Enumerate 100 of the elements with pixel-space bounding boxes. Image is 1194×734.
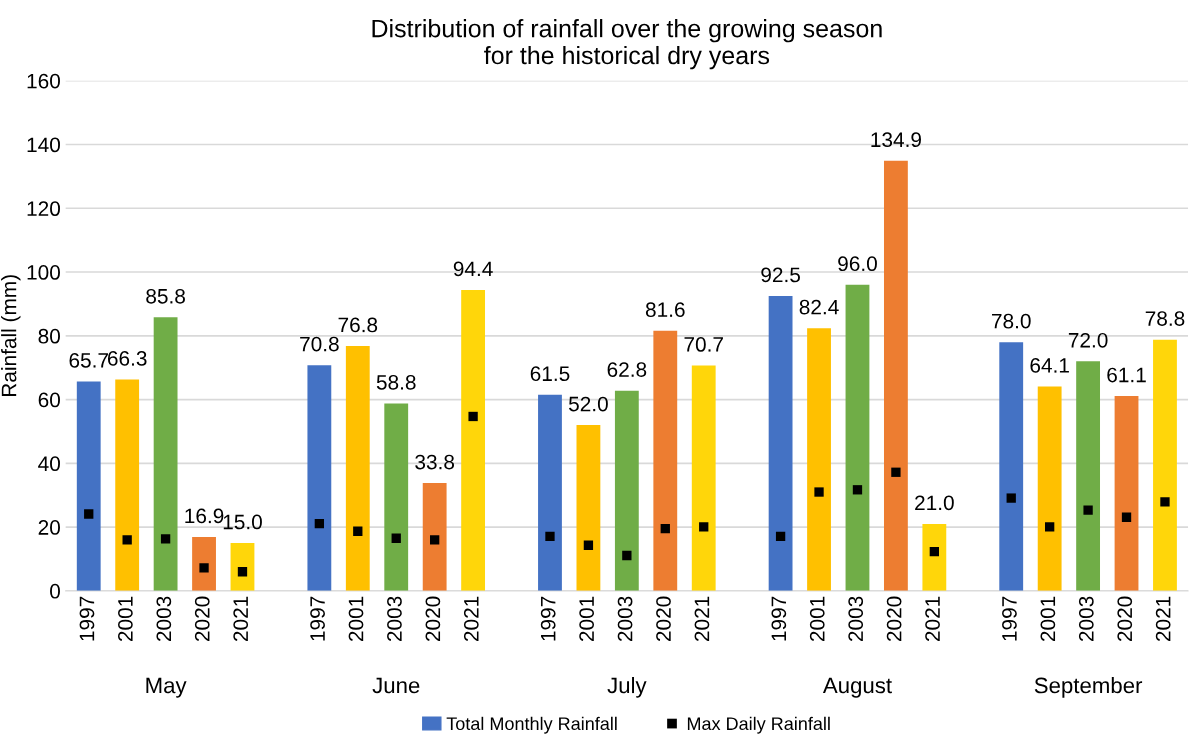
point <box>660 524 670 534</box>
y-tick-label: 40 <box>38 456 60 472</box>
x-tick-label: 2021 <box>925 596 940 642</box>
point <box>199 563 209 573</box>
bar <box>999 342 1024 591</box>
legend-label: Max Daily Rainfall <box>687 716 830 734</box>
point <box>1006 493 1016 503</box>
bar <box>653 330 678 591</box>
x-tick-label: 2021 <box>694 596 710 642</box>
point <box>545 531 555 542</box>
y-tick-label: 0 <box>50 583 60 599</box>
bar <box>115 379 140 591</box>
point <box>237 567 248 577</box>
text: May <box>146 677 187 698</box>
bar <box>1076 361 1101 591</box>
data-label: 78.8 <box>1145 311 1185 326</box>
x-tick-label: 2020 <box>194 596 210 642</box>
point <box>314 518 325 529</box>
x-tick-label: 2020 <box>425 596 441 642</box>
point <box>583 540 594 550</box>
data-label: 61.1 <box>1107 367 1146 383</box>
x-tick-label: 2003 <box>387 596 402 642</box>
point <box>814 487 824 497</box>
bar <box>384 403 409 591</box>
data-label: 15.0 <box>223 514 262 530</box>
data-label: 52.0 <box>568 396 608 412</box>
data-label: 65.7 <box>69 352 108 368</box>
point <box>353 526 363 536</box>
x-tick-label: 2003 <box>848 596 864 642</box>
point <box>852 485 863 495</box>
point <box>84 509 94 519</box>
data-label: 62.8 <box>607 362 647 377</box>
data-label: 85.8 <box>146 288 185 304</box>
point <box>160 534 171 544</box>
point <box>929 547 939 557</box>
bar <box>461 289 486 591</box>
data-label: 94.4 <box>453 261 493 277</box>
point <box>430 535 440 545</box>
x-tick-label: 2003 <box>617 596 633 642</box>
data-label: 58.8 <box>376 374 416 390</box>
bar <box>691 365 716 591</box>
x-tick-label: 2001 <box>118 596 133 642</box>
x-tick-label: 1997 <box>1002 596 1017 641</box>
data-label: 70.8 <box>300 336 339 352</box>
bar <box>1153 339 1177 591</box>
bar <box>192 536 216 591</box>
data-label: 66.3 <box>107 351 147 366</box>
data-label: 92.5 <box>761 267 800 283</box>
point <box>1045 522 1055 532</box>
x-tick-label: 2020 <box>656 596 671 642</box>
chart-title: Distribution of rainfall over the growing season for the historical dry years <box>372 19 882 70</box>
data-label: 21.0 <box>915 495 954 511</box>
x-tick-label: 2001 <box>809 596 825 642</box>
data-label: 76.8 <box>338 317 378 333</box>
bar <box>1114 396 1139 591</box>
text: September <box>1034 676 1143 698</box>
x-tick-label: 1997 <box>79 596 95 641</box>
point <box>699 522 709 532</box>
data-label: 61.5 <box>530 366 570 382</box>
bar <box>422 483 447 591</box>
bar <box>807 328 831 591</box>
data-label: 96.0 <box>838 256 877 272</box>
y-tick-label: 60 <box>38 392 60 408</box>
bar <box>883 160 908 591</box>
data-label: 82.4 <box>799 299 839 315</box>
text: July <box>607 676 647 698</box>
legend-label: Total Monthly Rainfall <box>446 716 617 734</box>
x-tick-label: 2001 <box>579 596 595 642</box>
y-tick-label: 140 <box>27 137 60 153</box>
bar <box>538 394 562 591</box>
bar <box>307 365 332 591</box>
y-tick-label: 100 <box>27 265 60 280</box>
x-tick-label: 1997 <box>310 596 325 641</box>
y-tick-label: 80 <box>38 328 60 344</box>
x-tick-label: 2021 <box>463 596 479 642</box>
text: August <box>822 677 892 698</box>
y-tick-label: 120 <box>27 201 60 217</box>
point <box>1083 505 1093 515</box>
x-tick-label: 2003 <box>156 596 172 642</box>
y-tick-label: 20 <box>38 520 60 535</box>
bar <box>153 317 178 591</box>
bar <box>922 523 947 591</box>
bar <box>576 425 601 591</box>
x-tick-label: 2021 <box>233 596 249 642</box>
x-tick-label: 1997 <box>771 596 787 641</box>
text: June <box>372 677 420 694</box>
data-label: 72.0 <box>1068 332 1108 348</box>
bar <box>345 346 370 591</box>
y-axis-title: Rainfall (mm) <box>1 275 21 397</box>
bar <box>768 295 793 591</box>
x-tick-label: 2003 <box>1078 596 1094 642</box>
data-label: 16.9 <box>185 508 224 524</box>
point <box>391 533 401 543</box>
x-tick-label: 2021 <box>1155 596 1171 642</box>
bar <box>1037 386 1062 591</box>
x-tick-label: 2001 <box>1040 596 1056 642</box>
point <box>468 411 478 422</box>
bar <box>76 381 101 591</box>
bar <box>614 390 639 591</box>
data-label: 70.7 <box>684 337 723 352</box>
